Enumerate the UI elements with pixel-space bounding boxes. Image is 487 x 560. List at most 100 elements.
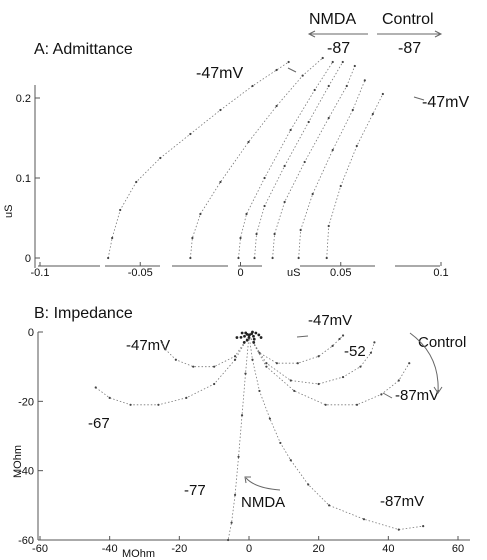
panel-a-data-point [219, 180, 222, 184]
panel-a-data-point [189, 132, 192, 136]
panel-a-x-tick-label: 0 [237, 267, 243, 279]
panel-b-curve [161, 335, 250, 368]
panel-b-x-tick-label: -20 [171, 543, 187, 555]
panel-b-data-point [324, 403, 327, 406]
panel-b-origin-point [244, 331, 248, 335]
panel-b-data-point [397, 528, 400, 531]
annotation-control-top: Control [382, 11, 434, 28]
panel-b-curve [248, 335, 424, 531]
panel-a-data-point [345, 84, 348, 88]
panel-b-data-point [328, 504, 331, 507]
panel-a-data-point [341, 60, 344, 64]
panel-a-data-point [371, 112, 374, 116]
panel-b-data-point [129, 403, 132, 406]
annotation-b-minus87mv-lower: -87mV [380, 493, 424, 510]
annotation-nmda-top: NMDA [309, 11, 356, 28]
panel-b-y-tick-label: 0 [28, 327, 34, 339]
annotation-nmda-minus87: -87 [327, 40, 350, 57]
panel-b-data-point [341, 375, 345, 379]
panel-b-data-point [373, 341, 376, 344]
control-arrowhead [434, 30, 443, 38]
panel-b-data-point [397, 379, 400, 382]
panel-b-data-point [408, 362, 411, 365]
panel-a-data-point [199, 212, 202, 216]
panel-a-data-point [339, 184, 342, 188]
panel-a-data-point [297, 256, 300, 260]
control-arc-arrowhead [433, 386, 443, 394]
panel-a-x-tick-label: -0.05 [128, 267, 153, 279]
panel-a-data-point [301, 74, 304, 77]
panel-b-data-point [230, 521, 233, 524]
panel-a-data-point [275, 68, 278, 72]
panel-a-data-point [303, 160, 306, 164]
panel-a-data-point [325, 256, 328, 260]
panel-a-data-point [321, 56, 324, 60]
panel-b-y-tick-label: -60 [18, 535, 34, 547]
panel-b-data-point [265, 365, 268, 368]
panel-b-title: B: Impedance [34, 305, 133, 322]
panel-a-data-point [287, 60, 290, 64]
panel-a-data-point [263, 176, 266, 180]
panel-a-curve [189, 57, 323, 259]
panel-a-data-point [299, 228, 302, 232]
panel-a-y-tick-label: 0.1 [16, 173, 31, 185]
leader-line-b2 [382, 392, 393, 399]
panel-b-origin-point [239, 335, 243, 339]
annotation-minus47mv-left: -47mV [196, 65, 243, 82]
panel-a-curve [272, 65, 356, 259]
panel-b-y-tick-label: -40 [18, 466, 34, 478]
panel-b-origin-point [254, 331, 258, 335]
panel-b-data-point [213, 365, 216, 368]
panel-b-origin-point [235, 336, 239, 339]
panel-a-data-point [327, 224, 330, 228]
panel-b-origin-point [252, 337, 256, 341]
panel-a-data-point [353, 64, 356, 68]
leader-line-b1 [296, 335, 309, 338]
panel-b-curve [248, 335, 344, 364]
panel-b-curve [95, 335, 250, 406]
panel-a-data-point [273, 232, 276, 236]
panel-b-data-point [275, 362, 278, 365]
panel-a-data-point [251, 84, 254, 88]
panel-a-data-point [111, 236, 114, 240]
leader-line-a1 [287, 67, 297, 73]
panel-a-data-point [283, 200, 286, 204]
panel-a-data-point [311, 192, 314, 196]
panel-b-origin-point [259, 336, 263, 339]
panel-b-data-point [185, 396, 188, 399]
panel-a-data-point [355, 144, 358, 148]
panel-a-title: A: Admittance [34, 41, 133, 58]
panel-b-data-point [331, 344, 334, 347]
panel-a-data-point [313, 88, 316, 92]
panel-a-data-point [237, 256, 240, 260]
panel-a-x-tick-label: -0.1 [31, 267, 50, 279]
panel-b-data-point [317, 382, 320, 386]
panel-a-data-point [327, 84, 330, 88]
panel-a-data-point [331, 60, 334, 64]
panel-b-data-point [240, 414, 244, 417]
panel-a-data-point [283, 164, 286, 168]
panel-a-data-point [381, 92, 384, 96]
annotation-b-minus52: -52 [344, 343, 366, 360]
panel-b-data-point [258, 351, 261, 354]
panel-b-data-point [164, 348, 167, 351]
panel-a-curve [107, 61, 289, 259]
annotation-minus47mv-right: -47mV [422, 94, 469, 111]
leader-line-a2 [413, 96, 425, 101]
panel-a-data-point [275, 104, 278, 108]
panel-b-curve [248, 335, 375, 385]
panel-a-data-point [239, 236, 242, 240]
panel-a-curve [326, 93, 384, 259]
panel-a-data-point [159, 156, 162, 160]
panel-b-data-point [359, 365, 362, 368]
nmda-arrowhead [307, 30, 316, 38]
panel-b-data-point [369, 351, 373, 354]
panel-b-data-point [289, 379, 292, 382]
panel-a-data-point [271, 256, 274, 260]
annotation-b-minus87mv-upper: -87mV [395, 387, 439, 404]
panel-a-x-tick-label: 0.05 [330, 267, 351, 279]
panel-b-data-point [233, 355, 237, 358]
panel-a-curve [298, 80, 366, 259]
nmda-arc-arrow [245, 477, 281, 491]
